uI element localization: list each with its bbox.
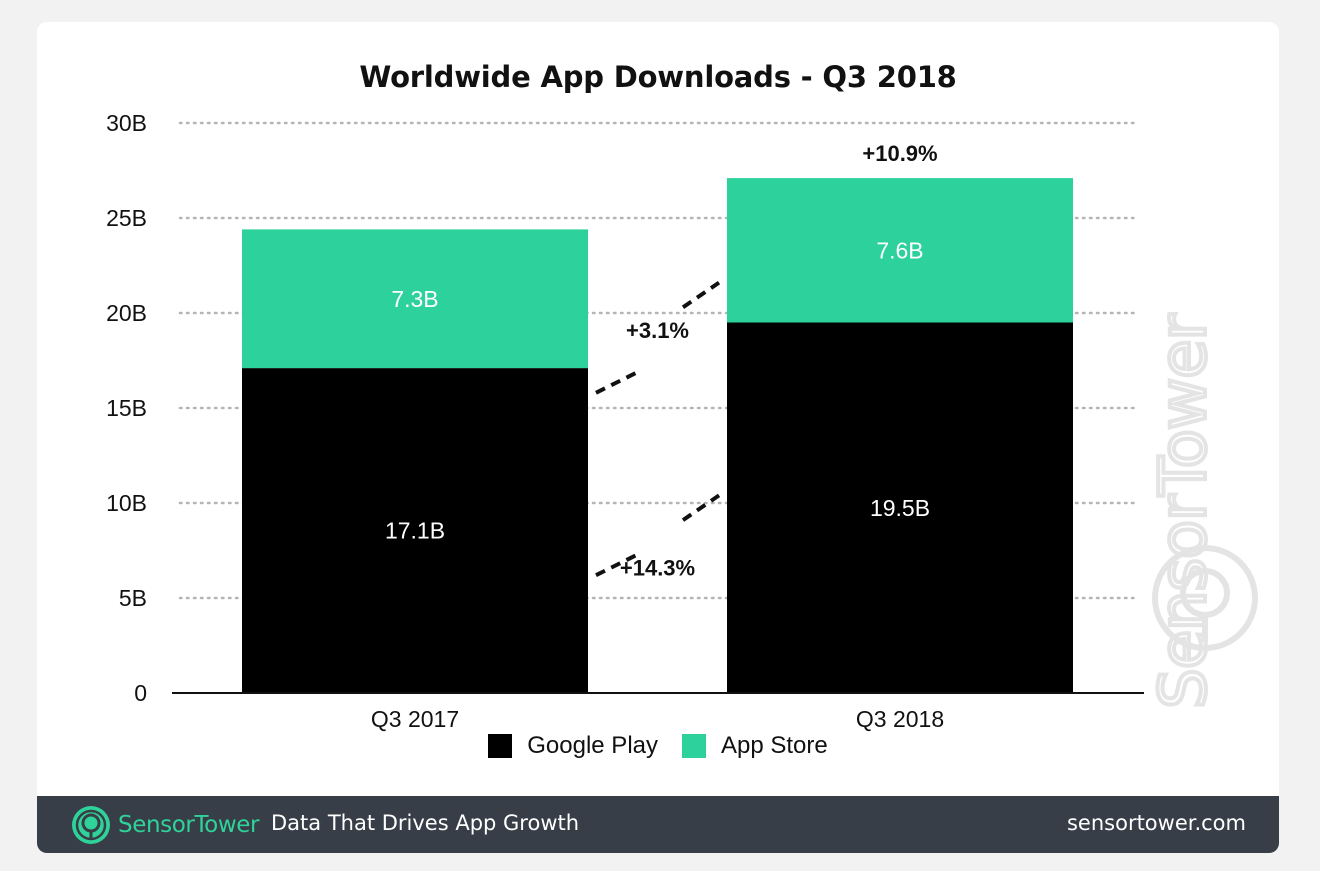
bar-value-label: 7.3B xyxy=(391,286,438,312)
footer-bar: SensorTower Data That Drives App Growth … xyxy=(37,796,1279,853)
growth-connector xyxy=(681,280,721,309)
legend-item-app-store: App Store xyxy=(682,732,828,760)
chart-title: Worldwide App Downloads - Q3 2018 xyxy=(359,60,957,94)
chart-card: Worldwide App Downloads - Q3 2018 0 5B 10B… xyxy=(37,22,1279,853)
x-axis-ticks: Q3 2017 Q3 2018 xyxy=(371,706,944,732)
bar-app-store xyxy=(727,178,1073,323)
bar-value-label: 17.1B xyxy=(385,518,445,544)
growth-annotation: +14.3% xyxy=(620,556,695,581)
watermark: SensorTower xyxy=(1145,311,1258,711)
y-tick-label: 15B xyxy=(106,395,147,421)
footer-tagline: Data That Drives App Growth xyxy=(271,811,580,835)
growth-annotation: +3.1% xyxy=(626,318,689,343)
legend-label-app-store: App Store xyxy=(721,732,828,759)
bar-google-play xyxy=(727,322,1073,693)
x-tick-label: Q3 2018 xyxy=(856,706,944,732)
bar-app-store xyxy=(242,229,588,369)
growth-annotations: +3.1% +14.3% +10.9% xyxy=(620,141,938,580)
bar-value-label: 19.5B xyxy=(870,495,930,521)
y-tick-label: 25B xyxy=(106,205,147,231)
x-tick-label: Q3 2017 xyxy=(371,706,459,732)
growth-connectors xyxy=(595,280,721,577)
y-tick-label: 10B xyxy=(106,490,147,516)
growth-connector xyxy=(681,493,721,522)
legend-swatch-google-play xyxy=(488,734,513,758)
legend: Google Play App Store xyxy=(37,732,1279,760)
stacked-bar-chart: 0 5B 10B 15B 20B 25B 30B 17.1B 7.3B 19.5B 7.6B +3… xyxy=(106,110,1258,732)
growth-annotation: +10.9% xyxy=(862,141,937,166)
footer-logo[interactable]: SensorTower xyxy=(72,806,259,844)
y-tick-label: 20B xyxy=(106,300,147,326)
watermark-logo-icon xyxy=(1152,545,1258,651)
bars xyxy=(242,178,1073,693)
y-tick-label: 5B xyxy=(119,585,147,611)
growth-connector xyxy=(595,552,639,577)
bar-value-labels: 17.1B 7.3B 19.5B 7.6B xyxy=(385,237,930,543)
bar-value-label: 7.6B xyxy=(876,237,923,263)
footer-url-link[interactable]: sensortower.com xyxy=(1066,811,1246,835)
legend-item-google-play: Google Play xyxy=(488,732,658,760)
y-tick-label: 0 xyxy=(134,680,147,706)
bar-google-play xyxy=(242,368,588,693)
growth-connector xyxy=(595,370,639,395)
y-tick-label: 30B xyxy=(106,110,147,136)
y-axis-ticks: 0 5B 10B 15B 20B 25B 30B xyxy=(106,110,147,706)
footer-brand-name: SensorTower xyxy=(118,812,260,838)
legend-label-google-play: Google Play xyxy=(527,732,658,759)
sensortower-logo-icon xyxy=(72,806,110,844)
legend-swatch-app-store xyxy=(682,734,706,758)
